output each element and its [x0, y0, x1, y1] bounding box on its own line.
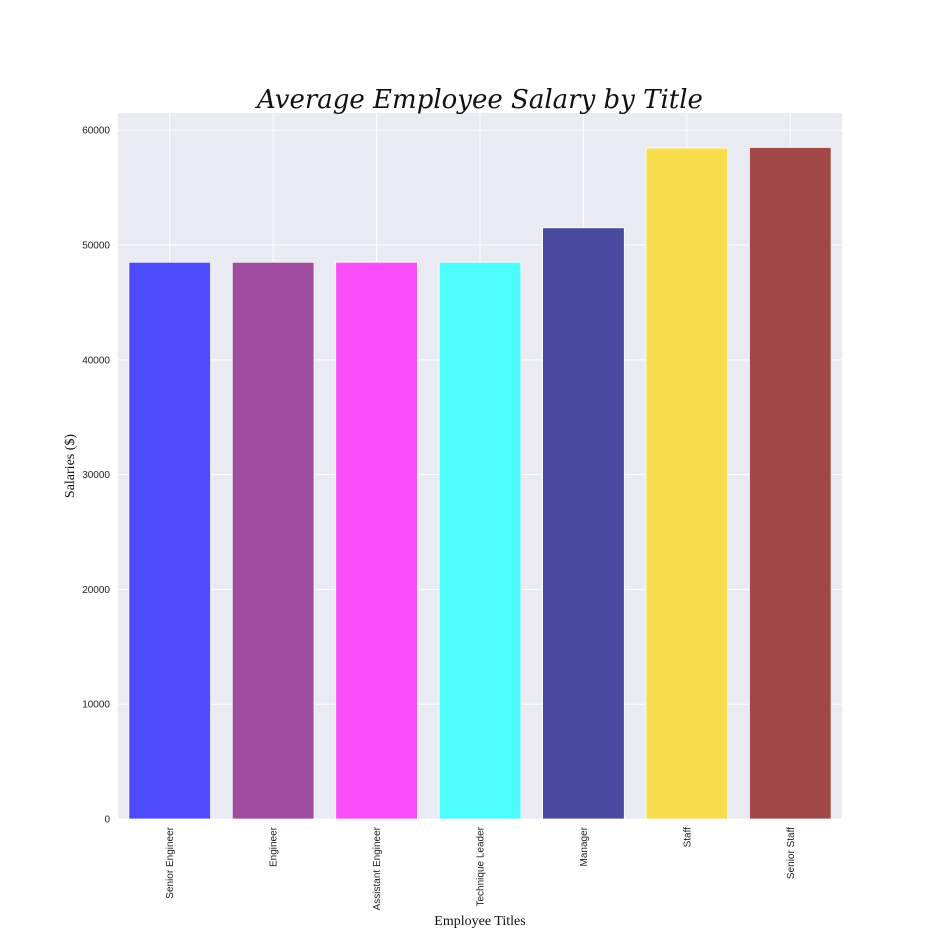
- x-axis-ticks: Senior Engineer Engineer Assistant Enginee…: [165, 826, 797, 910]
- x-axis-label: Employee Titles: [434, 914, 525, 929]
- bar-assistant-engineer: [335, 261, 418, 820]
- y-axis-label: Salaries ($): [63, 434, 78, 498]
- y-tick-label: 40000: [82, 355, 110, 366]
- bar-engineer: [231, 261, 315, 820]
- x-tick-label: Engineer: [269, 826, 280, 867]
- bar-staff: [645, 147, 729, 820]
- x-tick-label: Assistant Engineer: [372, 826, 383, 910]
- x-tick-label: Senior Engineer: [165, 826, 176, 898]
- y-tick-label: 60000: [82, 126, 110, 137]
- y-tick-label: 10000: [82, 700, 110, 711]
- bar-senior-engineer: [128, 261, 211, 820]
- y-tick-label: 0: [104, 815, 110, 826]
- y-tick-label: 20000: [82, 585, 110, 596]
- bar-manager: [542, 227, 625, 820]
- bars: [128, 147, 832, 820]
- x-tick-label: Staff: [682, 827, 693, 848]
- x-tick-label: Technique Leader: [476, 826, 487, 906]
- y-axis-ticks: 0 10000 20000 30000 40000 50000 60000: [82, 126, 110, 826]
- y-tick-label: 50000: [82, 241, 110, 252]
- x-tick-label: Manager: [579, 826, 590, 866]
- chart-title: Average Employee Salary by Title: [255, 85, 703, 115]
- bar-senior-staff: [749, 147, 832, 820]
- x-tick-label: Senior Staff: [786, 827, 797, 879]
- bar-technique-leader: [438, 261, 522, 820]
- y-tick-label: 30000: [82, 470, 110, 481]
